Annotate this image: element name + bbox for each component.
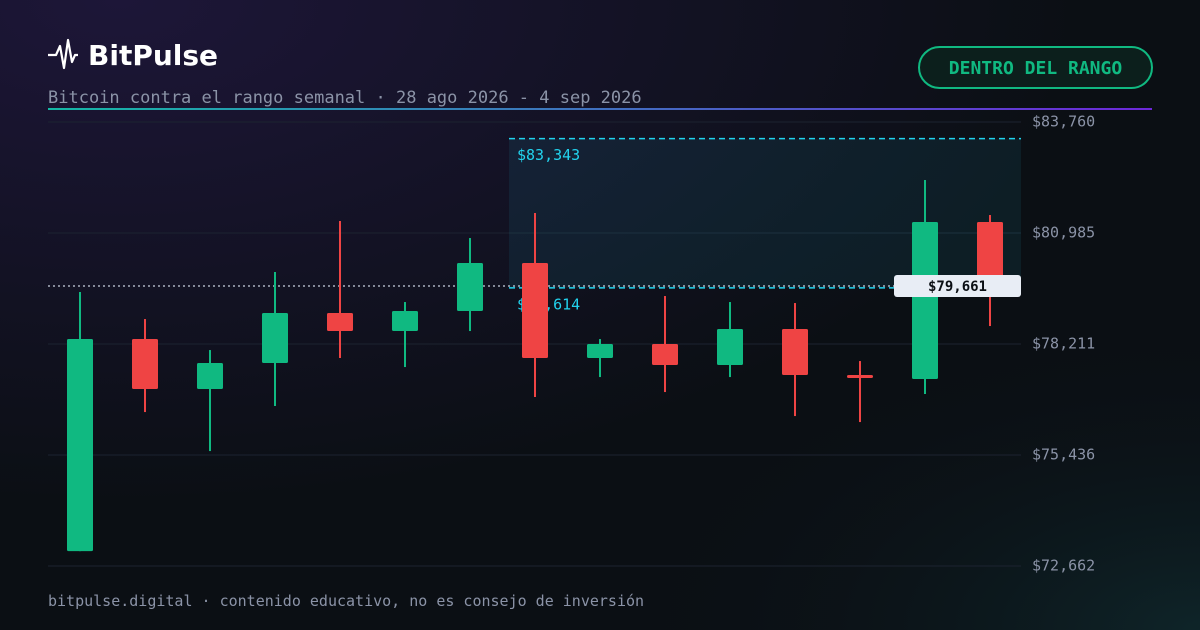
range-band	[509, 138, 1021, 288]
status-badge	[918, 46, 1153, 89]
candle-body	[392, 311, 418, 332]
subtitle: Bitcoin contra el rango semanal · 28 ago…	[48, 88, 642, 108]
logo-icon	[48, 38, 78, 70]
y-tick-label: $72,662	[1032, 557, 1095, 575]
candle-body	[522, 263, 548, 359]
y-tick-label: $75,436	[1032, 446, 1095, 464]
y-tick-label: $80,985	[1032, 224, 1095, 242]
footer: bitpulse.digital · contenido educativo, …	[48, 592, 644, 610]
plot: $72,662 $75,436 $78,211 $80,985 $83,760 $83,3…	[48, 113, 1095, 575]
candle-body	[717, 329, 743, 366]
y-tick-label: $83,760	[1032, 113, 1095, 131]
range-high-label: $83,343	[517, 146, 580, 164]
candle-body	[782, 329, 808, 376]
candle-body	[132, 339, 158, 390]
last-price-label: $79,661	[928, 279, 987, 295]
candle-body	[652, 344, 678, 366]
header-rule	[48, 108, 1152, 110]
y-tick-label: $78,211	[1032, 335, 1095, 353]
candle-body	[457, 263, 483, 312]
candle-body	[847, 375, 873, 379]
status-badge-text: DENTRO DEL RANGO	[949, 58, 1123, 79]
candle-body	[262, 313, 288, 364]
candle-body	[977, 222, 1003, 286]
candle-body	[327, 313, 353, 332]
brand: BitPulse	[88, 39, 218, 72]
candle-body	[197, 363, 223, 390]
candle-body	[912, 222, 938, 380]
candle-body	[587, 344, 613, 359]
candle-body	[67, 339, 93, 552]
last-price-tag	[894, 274, 1021, 297]
